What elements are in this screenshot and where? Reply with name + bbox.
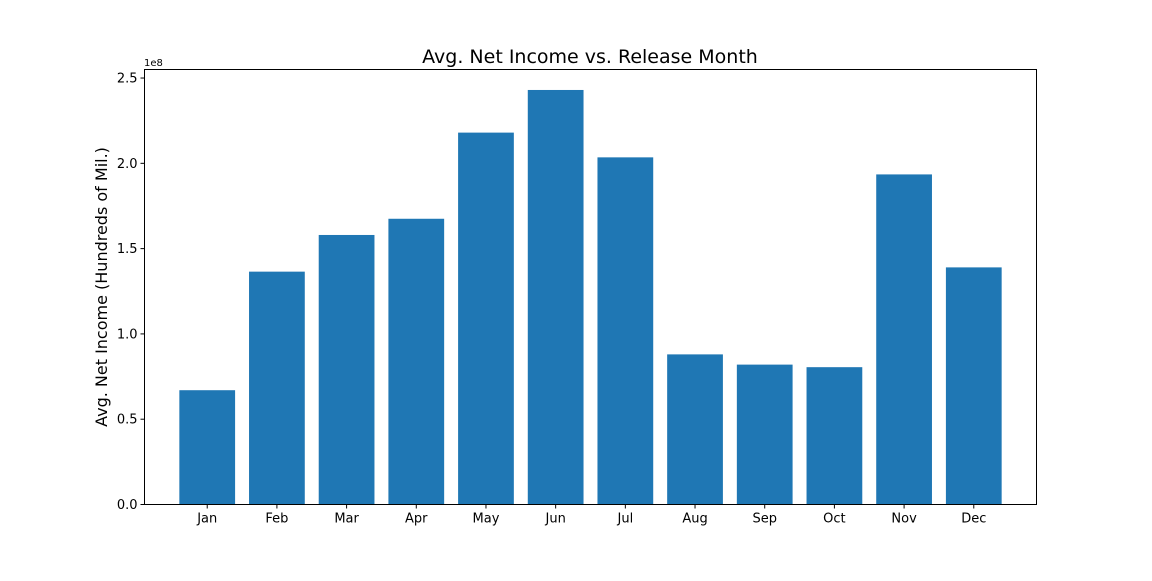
x-tick-label: Nov <box>891 512 917 527</box>
y-tick-label: 1.5 <box>117 242 138 257</box>
x-tick-label: Aug <box>682 512 707 527</box>
bars-group <box>179 89 1002 505</box>
x-tick-label: Sep <box>752 512 777 527</box>
bar-jan <box>179 390 236 505</box>
bar-apr <box>388 218 445 505</box>
y-axis-label: Avg. Net Income (Hundreds of Mil.) <box>92 147 111 427</box>
chart-title: Avg. Net Income vs. Release Month <box>422 46 758 68</box>
bar-jun <box>527 89 584 505</box>
bar-may <box>458 132 514 505</box>
x-tick-label: May <box>473 512 500 527</box>
bar-jul <box>597 157 654 505</box>
x-tick-label: Feb <box>265 512 288 527</box>
bar-dec <box>945 267 1002 505</box>
bar-feb <box>249 271 305 505</box>
x-tick-label: Oct <box>823 512 845 527</box>
bar-aug <box>667 354 723 505</box>
bar-mar <box>318 234 375 505</box>
x-tick-label: Jul <box>617 512 634 527</box>
y-tick-label: 2.5 <box>117 72 138 87</box>
x-tick-label: Dec <box>961 512 986 527</box>
y-tick-label: 0.5 <box>117 413 138 428</box>
y-tick-label: 1.0 <box>117 327 138 342</box>
x-tick-label: Jan <box>196 512 217 527</box>
x-tick-label: Apr <box>405 512 428 527</box>
bar-oct <box>806 367 863 505</box>
x-axis-ticks: Jan Feb Mar Apr May Jun Jul Aug Sep Oct Nov Dec <box>196 504 986 527</box>
bar-nov <box>876 174 932 505</box>
plot-area-frame <box>144 69 1037 505</box>
y-tick-label: 2.0 <box>117 157 138 172</box>
y-axis-ticks: 0.0 0.5 1.0 1.5 2.0 2.5 <box>117 72 145 513</box>
y-axis-offset-label: 1e8 <box>144 58 163 69</box>
x-tick-label: Mar <box>334 512 359 527</box>
y-tick-label: 0.0 <box>117 498 138 513</box>
x-tick-label: Jun <box>545 512 566 527</box>
bar-sep <box>736 364 793 505</box>
